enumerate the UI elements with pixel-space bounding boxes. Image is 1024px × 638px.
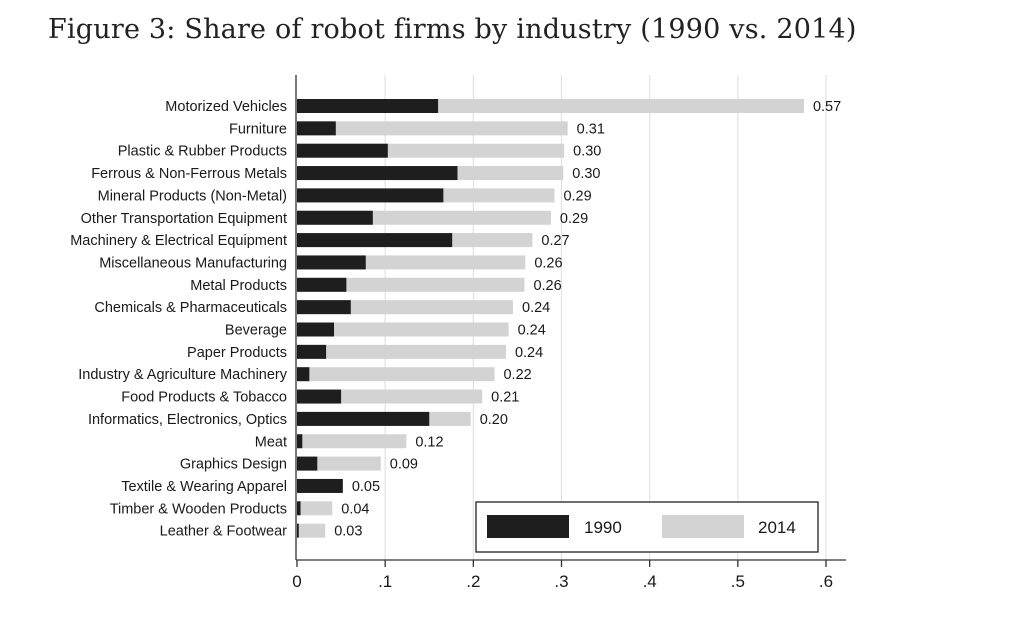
bar-1990 xyxy=(297,188,444,203)
value-label: 0.05 xyxy=(352,479,380,495)
bar-1990 xyxy=(297,478,343,493)
bar-1990 xyxy=(297,166,458,181)
category-label: Beverage xyxy=(225,323,287,339)
category-label: Chemicals & Pharmaceuticals xyxy=(94,300,287,316)
value-label: 0.22 xyxy=(503,367,531,383)
x-axis: 0 .1 .2 .3 .4 .5 .6 xyxy=(292,75,846,591)
legend-label-1990: 1990 xyxy=(584,518,622,537)
category-label: Textile & Wearing Apparel xyxy=(121,479,287,495)
category-labels: Motorized Vehicles Furniture Plastic & Rub… xyxy=(70,99,288,540)
bar-1990 xyxy=(297,99,439,113)
bar-1990 xyxy=(297,389,342,404)
category-label: Miscellaneous Manufacturing xyxy=(99,255,287,271)
value-label: 0.27 xyxy=(541,233,569,249)
value-label: 0.29 xyxy=(560,211,588,227)
bar-1990 xyxy=(297,434,303,449)
bar-2014 xyxy=(297,367,495,382)
legend-label-2014: 2014 xyxy=(758,518,796,537)
value-label: 0.21 xyxy=(491,390,519,406)
category-label: Other Transportation Equipment xyxy=(81,211,287,227)
legend-swatch-1990 xyxy=(487,515,569,538)
category-label: Motorized Vehicles xyxy=(165,99,287,115)
category-label: Industry & Agriculture Machinery xyxy=(78,367,287,383)
bar-2014 xyxy=(297,277,525,292)
bar-2014 xyxy=(297,389,483,404)
value-labels: 0.57 0.31 0.30 0.30 0.29 0.29 0.27 0.26 0.26 0.24… xyxy=(334,99,841,540)
bar-2014 xyxy=(297,121,568,136)
value-label: 0.30 xyxy=(573,144,601,160)
bar-2014 xyxy=(297,434,407,449)
category-label: Furniture xyxy=(229,121,287,137)
value-label: 0.24 xyxy=(518,323,546,339)
bar-1990 xyxy=(297,255,366,270)
bar-1990 xyxy=(297,523,299,538)
value-label: 0.57 xyxy=(813,99,841,115)
category-label: Food Products & Tobacco xyxy=(121,390,287,406)
chart-title: Figure 3: Share of robot firms by indust… xyxy=(48,14,857,45)
bar-1990 xyxy=(297,367,310,382)
category-label: Ferrous & Non-Ferrous Metals xyxy=(91,166,287,182)
value-label: 0.12 xyxy=(415,434,443,450)
category-label: Metal Products xyxy=(190,278,287,294)
category-label: Timber & Wooden Products xyxy=(110,501,287,517)
x-tick-label: .1 xyxy=(378,572,392,591)
x-tick-label: 0 xyxy=(292,572,301,591)
bar-1990 xyxy=(297,456,318,471)
value-label: 0.24 xyxy=(522,300,550,316)
bar-2014 xyxy=(297,456,381,471)
value-label: 0.31 xyxy=(577,121,605,137)
value-label: 0.26 xyxy=(534,255,562,271)
value-label: 0.04 xyxy=(341,501,369,517)
bar-1990 xyxy=(297,143,388,158)
value-label: 0.26 xyxy=(533,278,561,294)
x-tick-label: .5 xyxy=(731,572,745,591)
x-tick-label: .6 xyxy=(819,572,833,591)
bars xyxy=(297,99,804,538)
category-label: Paper Products xyxy=(187,345,287,361)
bar-2014 xyxy=(297,300,514,315)
bar-1990 xyxy=(297,300,351,315)
bar-1990 xyxy=(297,210,373,225)
x-tick-label: .4 xyxy=(643,572,657,591)
category-label: Informatics, Electronics, Optics xyxy=(88,412,287,428)
bar-1990 xyxy=(297,233,453,248)
legend: 1990 2014 xyxy=(475,501,819,553)
legend-swatch-2014 xyxy=(662,515,744,538)
bar-2014 xyxy=(297,501,333,516)
bar-2014 xyxy=(297,523,326,538)
bar-2014 xyxy=(297,322,509,337)
value-label: 0.30 xyxy=(572,166,600,182)
value-label: 0.29 xyxy=(563,188,591,204)
bar-1990 xyxy=(297,411,430,426)
category-label: Meat xyxy=(255,434,287,450)
bar-1990 xyxy=(297,277,347,292)
category-label: Mineral Products (Non-Metal) xyxy=(98,188,287,204)
value-label: 0.03 xyxy=(334,524,362,540)
x-tick-label: .2 xyxy=(466,572,480,591)
category-label: Plastic & Rubber Products xyxy=(118,144,287,160)
bar-2014 xyxy=(297,344,506,359)
bar-1990 xyxy=(297,344,327,359)
category-label: Machinery & Electrical Equipment xyxy=(70,233,287,249)
x-tick-label: .3 xyxy=(554,572,568,591)
category-label: Graphics Design xyxy=(180,457,287,473)
category-label: Leather & Footwear xyxy=(160,524,288,540)
bar-1990 xyxy=(297,501,301,516)
bar-1990 xyxy=(297,322,335,337)
value-label: 0.09 xyxy=(390,457,418,473)
value-label: 0.20 xyxy=(480,412,508,428)
bar-1990 xyxy=(297,121,336,136)
value-label: 0.24 xyxy=(515,345,543,361)
